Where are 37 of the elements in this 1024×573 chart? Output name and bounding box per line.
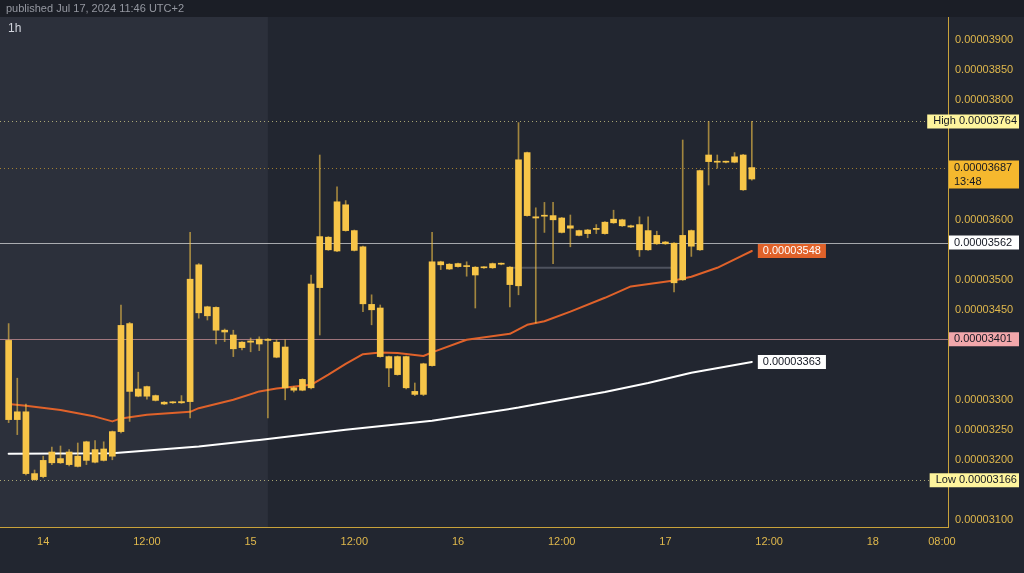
y-tick-label: 0.00003800 [955, 92, 1014, 105]
x-tick-label: 18 [866, 534, 879, 547]
ref-line-label: 0.00003687 13:48 [954, 160, 1013, 187]
candlestick [264, 338, 272, 419]
x-tick-label: 12:00 [547, 534, 576, 547]
candlestick [592, 224, 600, 234]
y-tick-label: 0.00003900 [955, 32, 1014, 45]
x-tick-label: 12:00 [340, 534, 369, 547]
candlestick [532, 207, 540, 324]
y-tick-label: 0.00003100 [955, 512, 1014, 525]
ref-line-label: 0.00003401 [954, 332, 1013, 345]
data-label: 0.00003548 [762, 244, 821, 257]
y-tick-label: 0.00003500 [955, 272, 1014, 285]
x-tick-label: 12:00 [133, 534, 161, 547]
chart-title: 1h [8, 21, 22, 35]
y-tick-label: 0.00003600 [955, 212, 1014, 225]
data-label: 0.00003363 [762, 355, 821, 368]
candlestick [13, 377, 21, 435]
x-tick-label: 15 [244, 534, 257, 547]
candlestick [471, 266, 479, 309]
x-tick-label: 14 [37, 534, 50, 547]
text: published Jul 17, 2024 11:46 UTC+2 [6, 2, 185, 15]
y-tick-label: 0.00003850 [955, 62, 1014, 75]
ref-line-label: High 0.00003764 [933, 114, 1017, 127]
candlestick [748, 121, 756, 181]
y-tick-label: 0.00003250 [955, 422, 1014, 435]
candlestick [713, 154, 721, 169]
x-tick-label: 08:00 [928, 534, 956, 547]
candlestick [549, 202, 557, 264]
y-tick-label: 0.00003200 [955, 452, 1014, 465]
x-tick-label: 17 [659, 534, 672, 547]
ref-line-label: Low 0.00003166 [935, 473, 1017, 486]
y-tick-label: 0.00003450 [955, 302, 1014, 315]
x-tick-label: 16 [451, 534, 465, 547]
x-tick-label: 12:00 [755, 534, 783, 547]
ref-line-label: 0.00003562 [954, 235, 1013, 248]
y-tick-label: 0.00003300 [955, 392, 1014, 405]
